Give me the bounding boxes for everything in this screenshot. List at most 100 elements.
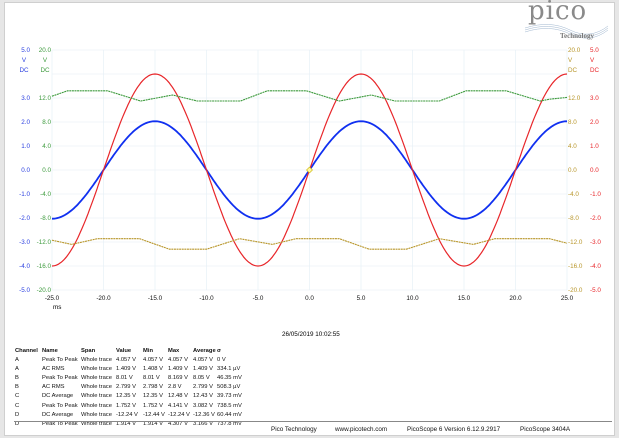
table-cell: 8.05 V [193,375,210,382]
table-cell: Span [81,348,96,354]
table-cell: 1.914 V [143,420,163,427]
table-cell: Average [193,348,216,354]
logo-waves [524,24,609,39]
table-cell: 1.752 V [116,402,136,409]
table-cell: 1.409 V [193,366,213,373]
x-tick-label: 20.0 [509,295,522,302]
axis-B-top-label: 5.0 [590,47,599,54]
table-cell: C [15,402,20,409]
table-cell: -12.24 V [116,411,138,418]
axis-D-tick-label: -12.0 [568,239,583,246]
axis-D-unit: V [568,57,573,64]
table-cell: AC RMS [42,384,65,391]
table-cell: A [15,366,19,373]
axis-B-tick-label: -1.0 [590,191,601,198]
table-cell: 4.057 V [143,357,163,364]
axis-C-unit: V [43,57,48,64]
axis-C-tick-label: 8.0 [42,119,51,126]
axis-A-tick-label: 2.0 [21,119,30,126]
axis-D-coupling: DC [568,67,578,74]
footer-text: PicoScope 6 Version 6.12.9.2917 [407,426,501,433]
footer: Pico Technology www.picotech.com PicoScope… [14,421,612,433]
table-cell: 46.35 mV [217,375,242,382]
table-cell: AC RMS [42,366,65,373]
axis-C-tick-label: -16.0 [37,263,52,270]
axis-C-tick-label: 4.0 [42,143,51,150]
table-cell: Max [168,348,180,354]
table-cell: 2.799 V [193,384,213,391]
x-tick-label: 5.0 [357,295,366,302]
x-axis-unit: ms [53,304,62,311]
table-cell: 3.082 V [193,402,213,409]
table-cell: 2.8 V [168,384,182,391]
axis-A-tick-label: -5.0 [19,287,30,294]
trace-channel-C [51,90,568,102]
table-cell: 2.799 V [116,384,136,391]
x-tick-label: 10.0 [406,295,419,302]
table-cell: Peak To Peak [42,375,78,382]
axis-A-tick-label: -4.0 [19,263,30,270]
axis-D-tick-label: -16.0 [568,263,583,270]
footer-text: Pico Technology [271,426,317,433]
axis-A-coupling: DC [19,67,29,74]
axis-D-tick-label: 0.0 [568,167,577,174]
table-cell: 12.35 V [143,393,163,400]
axis-C-tick-label: -8.0 [40,215,51,222]
axis-B-tick-label: 3.0 [590,95,599,102]
table-cell: 508.3 µV [217,384,241,391]
axis-C-top-label: 20.0 [39,47,52,54]
axis-A-tick-label: 1.0 [21,143,30,150]
table-cell: 4.057 V [168,357,188,364]
axis-A-top-label: 5.0 [21,47,30,54]
table-cell: D [15,420,20,427]
table-cell: 2.798 V [143,384,163,391]
table-cell: -12.24 V [168,411,190,418]
table-cell: 0 V [217,357,226,364]
table-cell: Whole trace [81,420,112,427]
table-cell: Whole trace [81,366,112,373]
axis-D-tick-label: -4.0 [568,191,579,198]
table-cell: Whole trace [81,393,112,400]
axis-D-tick-label: 12.0 [568,95,581,102]
table-cell: 8.169 V [168,375,188,382]
table-cell: -12.44 V [143,411,165,418]
axis-D-tick-label: -8.0 [568,215,579,222]
table-cell: 8.01 V [116,375,133,382]
x-tick-label: -10.0 [199,295,214,302]
axis-C-tick-label: -4.0 [40,191,51,198]
capture-timestamp: 26/05/2019 10:02:55 [282,331,340,338]
table-cell: B [15,375,19,382]
table-cell: DC Average [42,393,74,400]
x-tick-label: -20.0 [96,295,111,302]
axis-D-tick-label: 4.0 [568,143,577,150]
table-cell: 1.408 V [143,366,163,373]
table-cell: 4.307 V [168,420,188,427]
trigger-marker-icon [306,166,313,174]
table-cell: B [15,384,19,391]
table-cell: A [15,357,19,364]
axis-B-unit: V [590,57,595,64]
axis-C-tick-label: -20.0 [37,287,52,294]
trace-channel-D [51,238,568,250]
axis-C-tick-label: -12.0 [37,239,52,246]
axis-A-tick-label: -1.0 [19,191,30,198]
table-cell: 60.44 mV [217,411,242,418]
axis-A-tick-label: 3.0 [21,95,30,102]
axis-C-coupling: DC [40,67,50,74]
table-cell: Whole trace [81,384,112,391]
table-cell: DC Average [42,411,74,418]
axis-D-top-label: 20.0 [568,47,581,54]
table-cell: Min [143,348,153,354]
x-tick-label: -15.0 [148,295,163,302]
pico-logo: pico Technology [520,0,610,44]
axis-B-tick-label: 1.0 [590,143,599,150]
axis-C-tick-label: 0.0 [42,167,51,174]
x-tick-label: -25.0 [45,295,60,302]
table-cell: 1.914 V [116,420,136,427]
table-cell: Peak To Peak [42,402,78,409]
footer-text: PicoScope 3404A [520,426,571,433]
footer-text: www.picotech.com [335,426,388,433]
axis-B-tick-label: -3.0 [590,239,601,246]
table-cell: 1.409 V [116,366,136,373]
axis-B-tick-label: -2.0 [590,215,601,222]
